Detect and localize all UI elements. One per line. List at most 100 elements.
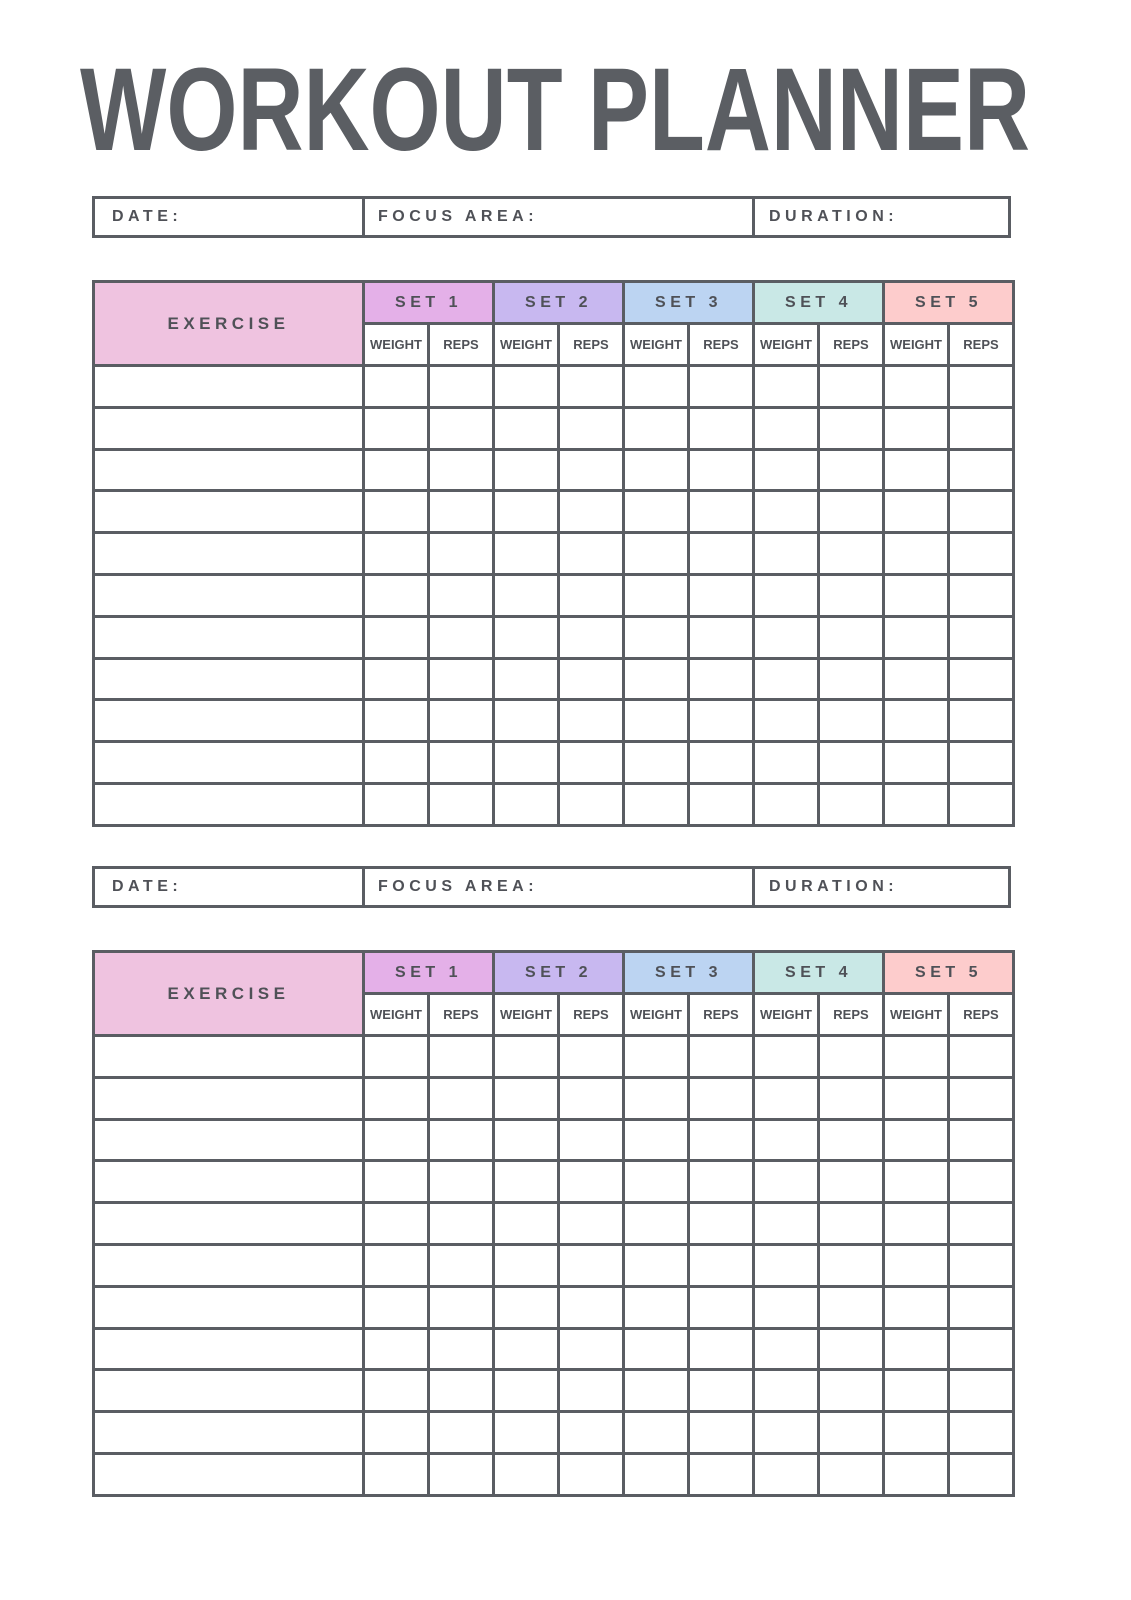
reps-cell[interactable] xyxy=(817,1159,885,1205)
weight-cell[interactable] xyxy=(752,447,820,493)
weight-cell[interactable] xyxy=(362,1034,430,1079)
reps-cell[interactable] xyxy=(817,531,885,576)
weight-cell[interactable] xyxy=(882,614,950,660)
weight-cell[interactable] xyxy=(492,1368,560,1414)
weight-cell[interactable] xyxy=(622,781,690,827)
date-field[interactable]: DATE: xyxy=(95,199,365,235)
weight-cell[interactable] xyxy=(622,572,690,618)
weight-cell[interactable] xyxy=(492,1326,560,1372)
exercise-cell[interactable] xyxy=(92,531,365,576)
weight-cell[interactable] xyxy=(492,447,560,493)
reps-cell[interactable] xyxy=(817,447,885,493)
reps-cell[interactable] xyxy=(947,364,1015,409)
weight-cell[interactable] xyxy=(882,1451,950,1497)
weight-cell[interactable] xyxy=(492,1242,560,1288)
reps-cell[interactable] xyxy=(557,614,625,660)
duration-field[interactable]: DURATION: xyxy=(769,208,899,225)
focus-area-field[interactable]: FOCUS AREA: xyxy=(365,199,755,235)
reps-cell[interactable] xyxy=(427,1159,495,1205)
reps-cell[interactable] xyxy=(687,698,755,744)
exercise-cell[interactable] xyxy=(92,614,365,660)
reps-cell[interactable] xyxy=(427,1410,495,1455)
weight-cell[interactable] xyxy=(492,740,560,785)
weight-cell[interactable] xyxy=(882,656,950,702)
exercise-cell[interactable] xyxy=(92,1117,365,1163)
reps-cell[interactable] xyxy=(687,1284,755,1330)
reps-cell[interactable] xyxy=(687,1326,755,1372)
reps-cell[interactable] xyxy=(817,1201,885,1246)
weight-cell[interactable] xyxy=(362,1117,430,1163)
weight-cell[interactable] xyxy=(492,1410,560,1455)
reps-cell[interactable] xyxy=(427,1242,495,1288)
reps-cell[interactable] xyxy=(687,1368,755,1414)
weight-cell[interactable] xyxy=(622,1075,690,1121)
reps-cell[interactable] xyxy=(427,1117,495,1163)
weight-cell[interactable] xyxy=(882,781,950,827)
exercise-cell[interactable] xyxy=(92,405,365,451)
reps-cell[interactable] xyxy=(817,572,885,618)
weight-cell[interactable] xyxy=(882,1201,950,1246)
weight-cell[interactable] xyxy=(882,740,950,785)
weight-cell[interactable] xyxy=(882,1410,950,1455)
weight-cell[interactable] xyxy=(362,614,430,660)
reps-cell[interactable] xyxy=(687,1159,755,1205)
weight-cell[interactable] xyxy=(362,698,430,744)
weight-cell[interactable] xyxy=(882,1159,950,1205)
reps-cell[interactable] xyxy=(427,1201,495,1246)
weight-cell[interactable] xyxy=(752,698,820,744)
reps-cell[interactable] xyxy=(427,698,495,744)
weight-cell[interactable] xyxy=(492,405,560,451)
reps-cell[interactable] xyxy=(817,781,885,827)
reps-cell[interactable] xyxy=(687,572,755,618)
reps-cell[interactable] xyxy=(427,1075,495,1121)
weight-cell[interactable] xyxy=(362,531,430,576)
reps-cell[interactable] xyxy=(947,572,1015,618)
weight-cell[interactable] xyxy=(622,531,690,576)
weight-cell[interactable] xyxy=(882,1242,950,1288)
weight-cell[interactable] xyxy=(492,698,560,744)
reps-cell[interactable] xyxy=(817,614,885,660)
reps-cell[interactable] xyxy=(557,1284,625,1330)
reps-cell[interactable] xyxy=(947,740,1015,785)
reps-cell[interactable] xyxy=(687,364,755,409)
weight-cell[interactable] xyxy=(362,489,430,535)
weight-cell[interactable] xyxy=(882,1284,950,1330)
weight-cell[interactable] xyxy=(882,1117,950,1163)
weight-cell[interactable] xyxy=(492,614,560,660)
weight-cell[interactable] xyxy=(362,1201,430,1246)
reps-cell[interactable] xyxy=(427,1034,495,1079)
weight-cell[interactable] xyxy=(362,656,430,702)
exercise-cell[interactable] xyxy=(92,1284,365,1330)
reps-cell[interactable] xyxy=(947,781,1015,827)
exercise-cell[interactable] xyxy=(92,1242,365,1288)
weight-cell[interactable] xyxy=(882,1326,950,1372)
weight-cell[interactable] xyxy=(622,1242,690,1288)
weight-cell[interactable] xyxy=(882,572,950,618)
weight-cell[interactable] xyxy=(362,1075,430,1121)
weight-cell[interactable] xyxy=(362,447,430,493)
reps-cell[interactable] xyxy=(687,1117,755,1163)
reps-cell[interactable] xyxy=(947,1159,1015,1205)
weight-cell[interactable] xyxy=(752,1368,820,1414)
reps-cell[interactable] xyxy=(817,489,885,535)
reps-cell[interactable] xyxy=(817,656,885,702)
reps-cell[interactable] xyxy=(947,614,1015,660)
reps-cell[interactable] xyxy=(427,740,495,785)
weight-cell[interactable] xyxy=(752,489,820,535)
reps-cell[interactable] xyxy=(557,447,625,493)
reps-cell[interactable] xyxy=(817,1410,885,1455)
reps-cell[interactable] xyxy=(687,1075,755,1121)
weight-cell[interactable] xyxy=(752,364,820,409)
exercise-cell[interactable] xyxy=(92,1410,365,1455)
weight-cell[interactable] xyxy=(362,1159,430,1205)
weight-cell[interactable] xyxy=(882,1368,950,1414)
exercise-cell[interactable] xyxy=(92,781,365,827)
weight-cell[interactable] xyxy=(622,364,690,409)
reps-cell[interactable] xyxy=(947,1034,1015,1079)
weight-cell[interactable] xyxy=(752,1326,820,1372)
weight-cell[interactable] xyxy=(362,405,430,451)
exercise-cell[interactable] xyxy=(92,1159,365,1205)
reps-cell[interactable] xyxy=(557,1159,625,1205)
reps-cell[interactable] xyxy=(557,1242,625,1288)
exercise-cell[interactable] xyxy=(92,447,365,493)
